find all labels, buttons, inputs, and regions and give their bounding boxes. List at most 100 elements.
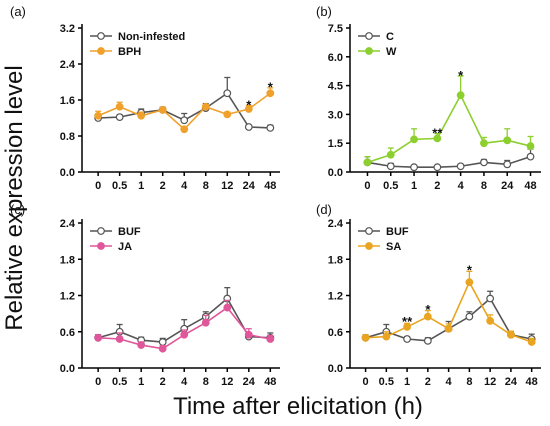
x-tick-label: 12 bbox=[221, 180, 233, 192]
significance-marker: * bbox=[458, 68, 464, 83]
y-tick-label: 1.6 bbox=[60, 95, 75, 107]
panel-label: (b) bbox=[316, 4, 332, 19]
data-point bbox=[386, 150, 395, 159]
data-point bbox=[410, 135, 418, 144]
y-axis-title: Relative expression level bbox=[1, 65, 28, 330]
y-tick-label: 4.5 bbox=[328, 81, 343, 93]
data-point bbox=[465, 312, 474, 321]
y-tick-label: 1.2 bbox=[328, 291, 343, 303]
significance-marker: ** bbox=[402, 314, 413, 329]
legend-swatch-marker bbox=[97, 242, 105, 250]
legend-label: JA bbox=[118, 241, 132, 253]
series-2 bbox=[94, 87, 275, 134]
x-tick-label: 0.5 bbox=[379, 376, 394, 388]
x-tick-label: 2 bbox=[425, 376, 431, 388]
y-tick-label: 0.0 bbox=[60, 167, 75, 179]
x-tick-label: 12 bbox=[221, 376, 233, 388]
x-tick-label: 0 bbox=[364, 180, 370, 192]
legend-label: SA bbox=[386, 241, 401, 253]
panel-label: (c) bbox=[10, 202, 25, 217]
y-tick-label: 6.0 bbox=[328, 52, 343, 64]
x-tick-label: 8 bbox=[466, 376, 472, 388]
data-point bbox=[456, 162, 465, 171]
significance-marker: * bbox=[467, 263, 473, 278]
significance-marker: ** bbox=[432, 126, 443, 141]
x-tick-label: 4 bbox=[181, 180, 188, 192]
panel-label: (a) bbox=[10, 4, 26, 19]
y-tick-label: 0.8 bbox=[60, 131, 75, 143]
data-point bbox=[433, 163, 442, 172]
data-point bbox=[423, 336, 432, 345]
data-point bbox=[115, 335, 124, 343]
series-line bbox=[367, 93, 531, 164]
y-tick-label: 0.0 bbox=[328, 363, 343, 375]
legend-swatch-marker bbox=[97, 227, 105, 235]
y-tick-label: 0.6 bbox=[60, 327, 75, 339]
panels: (a)0.00.81.62.43.20 0.5 1 2 4 8 12 24 48Non-infe… bbox=[10, 4, 541, 388]
y-tick-label: 1.8 bbox=[328, 254, 343, 266]
data-point bbox=[158, 344, 167, 353]
legend-label: W bbox=[386, 46, 397, 58]
data-point bbox=[410, 163, 418, 172]
data-point bbox=[94, 111, 103, 120]
x-tick-label: 24 bbox=[505, 376, 518, 388]
legend: BUF SA bbox=[358, 226, 409, 253]
data-point bbox=[433, 134, 442, 143]
data-point bbox=[465, 278, 474, 287]
data-point bbox=[94, 333, 103, 342]
y-tick-label: 0.0 bbox=[328, 167, 343, 179]
y-tick-label: 7.5 bbox=[328, 23, 343, 35]
legend-label: C bbox=[386, 31, 394, 43]
series-2 bbox=[361, 270, 536, 346]
x-tick-label: 4 bbox=[446, 376, 453, 388]
x-tick-label: 8 bbox=[481, 180, 487, 192]
data-point bbox=[180, 116, 189, 125]
legend-swatch-marker bbox=[365, 227, 373, 235]
data-point bbox=[180, 125, 189, 134]
legend-label: BUF bbox=[118, 226, 141, 238]
y-tick-label: 2.4 bbox=[60, 59, 76, 71]
y-tick-label: 1.8 bbox=[60, 254, 75, 266]
significance-marker: * bbox=[425, 302, 431, 317]
x-tick-label: 0.5 bbox=[112, 180, 127, 192]
x-tick-label: 48 bbox=[524, 180, 536, 192]
legend-label: BUF bbox=[386, 226, 409, 238]
y-tick-label: 0.6 bbox=[328, 327, 343, 339]
data-point bbox=[115, 113, 124, 121]
x-tick-label: 8 bbox=[203, 376, 209, 388]
data-point bbox=[244, 330, 253, 339]
data-point bbox=[115, 102, 124, 111]
x-tick-label: 1 bbox=[138, 180, 144, 192]
data-point bbox=[223, 303, 232, 312]
data-point bbox=[506, 330, 515, 339]
x-tick-label: 24 bbox=[243, 180, 256, 192]
legend-swatch-marker bbox=[365, 32, 373, 40]
significance-marker: * bbox=[268, 80, 274, 95]
y-tick-label: 3.2 bbox=[60, 23, 75, 35]
legend-label: Non-infested bbox=[118, 31, 185, 43]
legend-swatch-marker bbox=[97, 47, 105, 55]
x-tick-label: 12 bbox=[484, 376, 496, 388]
x-tick-label: 2 bbox=[160, 180, 166, 192]
legend-swatch-marker bbox=[365, 242, 373, 250]
legend: Non-infested BPH bbox=[90, 31, 185, 58]
x-axis-title: Time after elicitation (h) bbox=[173, 393, 423, 420]
y-tick-label: 2.4 bbox=[60, 218, 76, 230]
x-tick-label: 1 bbox=[404, 376, 410, 388]
data-point bbox=[180, 330, 189, 339]
data-point bbox=[527, 338, 536, 346]
y-tick-label: 1.2 bbox=[60, 291, 75, 303]
data-point bbox=[244, 123, 253, 131]
data-point bbox=[456, 91, 465, 100]
data-point bbox=[266, 89, 275, 98]
data-point bbox=[503, 136, 512, 145]
data-point bbox=[526, 152, 535, 161]
data-point bbox=[503, 160, 512, 169]
legend: CW bbox=[358, 31, 397, 58]
x-tick-label: 48 bbox=[264, 180, 276, 192]
x-tick-label: 48 bbox=[264, 376, 276, 388]
x-tick-label: 1 bbox=[138, 376, 144, 388]
x-tick-label: 1 bbox=[411, 180, 417, 192]
